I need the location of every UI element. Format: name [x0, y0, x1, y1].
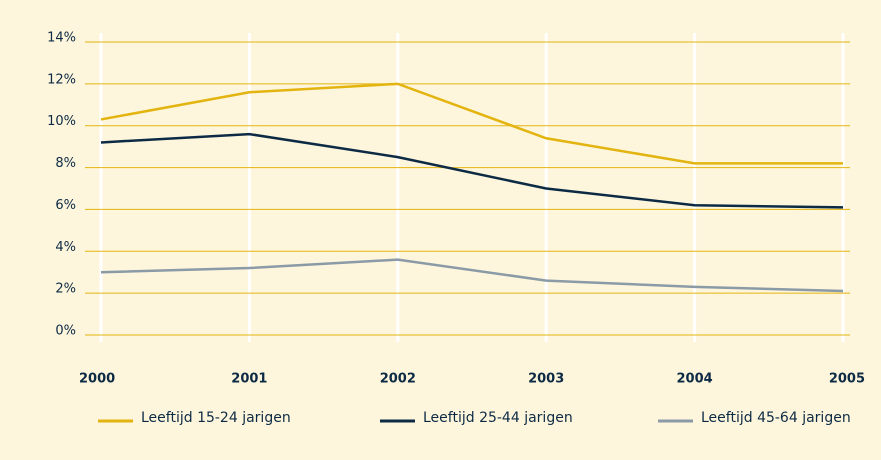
x-tick-label: 2002 — [380, 372, 416, 387]
y-tick-label: 2% — [55, 282, 76, 297]
x-tick-label: 2003 — [528, 372, 564, 387]
legend-label: Leeftijd 25-44 jarigen — [423, 410, 573, 426]
y-tick-label: 10% — [47, 114, 76, 129]
series-line — [100, 132, 844, 209]
y-tick-label: 8% — [55, 156, 76, 171]
x-tick-label: 2005 — [829, 372, 865, 387]
series-line — [100, 258, 844, 293]
y-tick-label: 4% — [55, 240, 76, 255]
y-tick-label: 6% — [55, 198, 76, 213]
x-tick-label: 2004 — [677, 372, 713, 387]
y-tick-label: 12% — [47, 72, 76, 87]
series-line — [100, 82, 843, 165]
x-tick-label: 2001 — [231, 372, 267, 387]
y-tick-label: 14% — [47, 31, 76, 46]
x-tick-label: 2000 — [79, 372, 115, 387]
y-tick-label: 0% — [55, 324, 76, 339]
legend-label: Leeftijd 15-24 jarigen — [141, 410, 291, 426]
legend-label: Leeftijd 45-64 jarigen — [701, 410, 851, 426]
